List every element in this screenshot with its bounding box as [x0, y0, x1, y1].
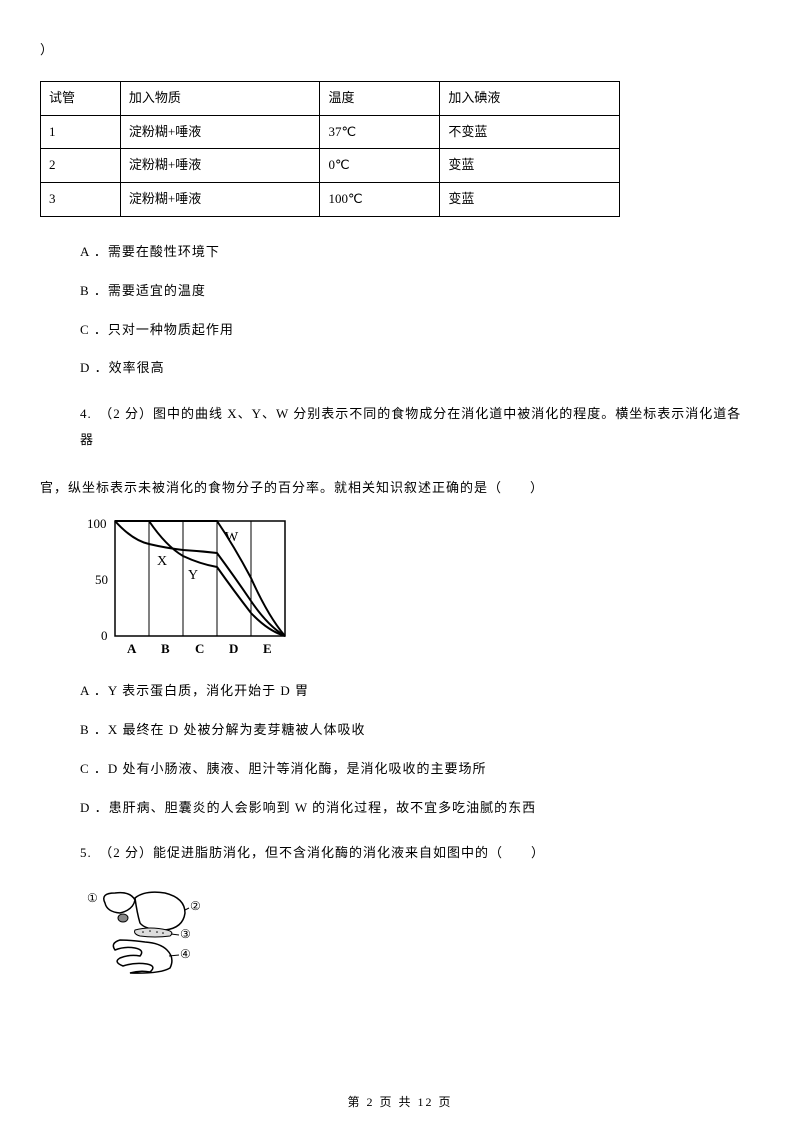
x-label-a: A [127, 641, 137, 656]
table-header-row: 试管 加入物质 温度 加入碘液 [41, 81, 620, 115]
th-iodine: 加入碘液 [440, 81, 620, 115]
cell: 淀粉糊+唾液 [120, 149, 320, 183]
cell: 淀粉糊+唾液 [120, 183, 320, 217]
liver-shape [104, 893, 135, 913]
cell: 淀粉糊+唾液 [120, 115, 320, 149]
cell: 2 [41, 149, 121, 183]
y-tick-50: 50 [95, 572, 108, 587]
digestion-chart: 100 50 0 A B C D E X Y W [85, 516, 305, 661]
label-w: W [225, 530, 239, 545]
cell: 100℃ [320, 183, 440, 217]
option-d: D ．效率很高 [80, 358, 745, 379]
page-footer: 第 2 页 共 12 页 [0, 1093, 800, 1112]
x-label-c: C [195, 641, 204, 656]
closing-paren: ） [40, 40, 745, 61]
cell: 1 [41, 115, 121, 149]
q4-option-b: B ．X 最终在 D 处被分解为麦芽糖被人体吸收 [80, 720, 745, 741]
cell: 3 [41, 183, 121, 217]
label-3: ③ [180, 927, 191, 941]
label-y: Y [188, 568, 198, 583]
cell: 变蓝 [440, 183, 620, 217]
q4-option-c: C ．D 处有小肠液、胰液、胆汁等消化酶，是消化吸收的主要场所 [80, 759, 745, 780]
cell: 37℃ [320, 115, 440, 149]
option-c: C ．只对一种物质起作用 [80, 320, 745, 341]
question-4-cont: 官，纵坐标表示未被消化的食物分子的百分率。就相关知识叙述正确的是（ ） [40, 475, 745, 501]
table-row: 3 淀粉糊+唾液 100℃ 变蓝 [41, 183, 620, 217]
th-substance: 加入物质 [120, 81, 320, 115]
curve-w [115, 521, 285, 636]
y-tick-100: 100 [87, 516, 107, 531]
pancreas-shape [135, 928, 172, 937]
cell: 0℃ [320, 149, 440, 183]
label-2: ② [190, 899, 201, 913]
table-row: 1 淀粉糊+唾液 37℃ 不变蓝 [41, 115, 620, 149]
q4-option-d: D ．患肝病、胆囊炎的人会影响到 W 的消化过程，故不宜多吃油腻的东西 [80, 798, 745, 819]
q4-option-a: A ．Y 表示蛋白质，消化开始于 D 胃 [80, 681, 745, 702]
table-row: 2 淀粉糊+唾液 0℃ 变蓝 [41, 149, 620, 183]
curve-x [115, 521, 285, 636]
label-x: X [157, 554, 167, 569]
cell: 变蓝 [440, 149, 620, 183]
th-temp: 温度 [320, 81, 440, 115]
question-4: 4. （2 分）图中的曲线 X、Y、W 分别表示不同的食物成分在消化道中被消化的… [80, 401, 745, 453]
x-label-d: D [229, 641, 238, 656]
cell: 不变蓝 [440, 115, 620, 149]
curve-y [115, 521, 285, 636]
option-b: B ．需要适宜的温度 [80, 281, 745, 302]
option-a: A ．需要在酸性环境下 [80, 242, 745, 263]
question-5: 5. （2 分）能促进脂肪消化，但不含消化酶的消化液来自如图中的（ ） [80, 840, 745, 866]
x-label-b: B [161, 641, 170, 656]
intestine-shape [113, 940, 172, 973]
th-tube: 试管 [41, 81, 121, 115]
stomach-shape [135, 893, 185, 931]
experiment-table: 试管 加入物质 温度 加入碘液 1 淀粉糊+唾液 37℃ 不变蓝 2 淀粉糊+唾… [40, 81, 620, 217]
x-label-e: E [263, 641, 272, 656]
label-4: ④ [180, 947, 191, 961]
label-1: ① [87, 891, 98, 905]
gallbladder-shape [118, 914, 128, 922]
y-tick-0: 0 [101, 628, 108, 643]
digestive-diagram: ① ② ③ ④ [85, 888, 215, 978]
